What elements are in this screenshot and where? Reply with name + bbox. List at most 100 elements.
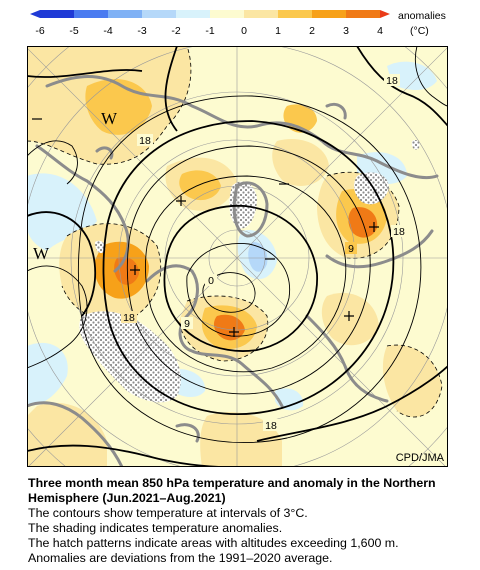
caption-hatch-note: The hatch patterns indicate areas with a… [28, 536, 399, 550]
contour-label: 18 [123, 312, 135, 324]
contour-label-bg [384, 74, 400, 86]
swatch-minus-6 [30, 10, 40, 18]
plus-marker [369, 222, 379, 232]
swatch-plus-1 [244, 10, 278, 18]
tick-label: -5 [69, 25, 78, 37]
meridian [27, 47, 238, 259]
contour-line [414, 46, 448, 107]
contour-line [27, 211, 448, 467]
zero-anomaly-line [386, 344, 443, 418]
map-frame [27, 46, 448, 467]
contour-line [144, 175, 347, 373]
contour-label-bg [205, 274, 217, 286]
contour-label-bg [121, 311, 137, 323]
coastline-greenland [232, 181, 269, 238]
coastline-islands [95, 102, 347, 443]
contour-label: 0 [208, 275, 214, 287]
contour-label: 18 [139, 135, 151, 147]
swatch-plus-3 [312, 10, 346, 18]
anomaly-centre-plus-signs [130, 196, 379, 337]
warm-anomaly-area [382, 345, 442, 418]
tick-label: 1 [275, 25, 281, 37]
anomaly-color-bar: -6 -5 -4 -3 -2 -1 0 1 2 3 4 anomalies (°… [30, 10, 446, 37]
figure-caption: Three month mean 850 hPa temperature and… [28, 476, 473, 566]
swatch-minus-3 [108, 10, 142, 18]
cold-anomaly-area [27, 342, 68, 406]
warm-centre-marker: W [33, 244, 50, 263]
swatch-plus-6 [380, 10, 390, 18]
contour-labels: 18 18 9 0 9 18 18 18 [121, 74, 407, 432]
contour-line [27, 265, 88, 369]
contour-label: 18 [265, 420, 277, 432]
tick-label: -4 [103, 25, 112, 37]
contour-line [186, 243, 291, 337]
caption-contour-note: The contours show temperature at interva… [28, 506, 308, 520]
contour-label: 18 [393, 226, 405, 238]
map-credit: CPD/JMA [396, 452, 445, 464]
caption-title-line-2: Hemisphere (Jun.2021–Aug.2021) [28, 491, 226, 505]
contour-line [202, 272, 256, 313]
zero-anomaly-line [178, 295, 269, 362]
tick-label: 0 [241, 25, 247, 37]
swatch-plus-4 [346, 10, 380, 18]
tick-label: -2 [171, 25, 180, 37]
warm-anomaly-area [200, 412, 282, 467]
hatch-area [354, 172, 389, 205]
warm-anomaly-area [27, 402, 107, 467]
color-bar-tick-labels: -6 -5 -4 -3 -2 -1 0 1 2 3 4 [35, 25, 383, 37]
warm-centre-marker: W [101, 109, 118, 128]
coastline-east-asia [325, 229, 434, 269]
caption-title-line-1: Three month mean 850 hPa temperature and… [28, 476, 436, 490]
tick-label: 3 [343, 25, 349, 37]
contour-line [27, 140, 78, 185]
contour-label: 9 [348, 243, 354, 255]
graticule [27, 46, 448, 467]
caption-shading-note: The shading indicates temperature anomal… [28, 521, 283, 535]
plus-marker [130, 265, 140, 275]
color-bar-swatches [30, 10, 390, 18]
tick-label: 4 [377, 25, 383, 37]
plus-marker [229, 327, 239, 337]
tick-label: 2 [309, 25, 315, 37]
coastline-north-america-arctic [145, 264, 284, 408]
hatch-area [79, 311, 181, 403]
anomaly-centre-minus-signs [32, 118, 289, 260]
contour-label-bg [345, 242, 357, 254]
cold-anomaly-area [248, 242, 268, 272]
coastline-europe [35, 144, 130, 273]
swatch-plus-2 [278, 10, 312, 18]
swatch-minus-4 [74, 10, 108, 18]
tick-label: -3 [137, 25, 146, 37]
contour-label: 9 [184, 318, 190, 330]
anomaly-map: 18 18 9 0 9 18 18 18 W W [27, 46, 448, 467]
coastline-eurasia-north [45, 75, 439, 180]
zero-anomaly-line [27, 46, 192, 165]
legend-unit-label: anomalies [398, 10, 446, 22]
legend-unit: (°C) [410, 25, 429, 37]
tick-label: -1 [205, 25, 214, 37]
swatch-minus-1 [176, 10, 210, 18]
contour-label: 18 [386, 75, 398, 87]
contour-line [77, 95, 422, 443]
hatch-area [95, 240, 106, 254]
plus-marker [176, 196, 186, 206]
contour-line [163, 205, 318, 352]
swatch-minus-2 [142, 10, 176, 18]
zero-anomaly-line [326, 171, 400, 259]
swatch-zero [210, 10, 244, 18]
coastline-south-west [27, 401, 124, 467]
coastlines [27, 75, 439, 467]
warm-centre-markers: W W [33, 109, 118, 263]
meridian [236, 257, 447, 467]
contour-label-bg [137, 134, 153, 146]
contour-line [102, 120, 395, 416]
warm-anomaly-area [321, 292, 379, 346]
swatch-minus-5 [40, 10, 74, 18]
contour-label-bg [181, 317, 193, 329]
contour-label-bg [263, 419, 279, 431]
caption-baseline-note: Anomalies are deviations from the 1991–2… [28, 551, 333, 565]
tick-label: -6 [35, 25, 44, 37]
plus-marker [344, 311, 354, 321]
hatch-area [411, 139, 420, 150]
meridian [27, 257, 238, 467]
